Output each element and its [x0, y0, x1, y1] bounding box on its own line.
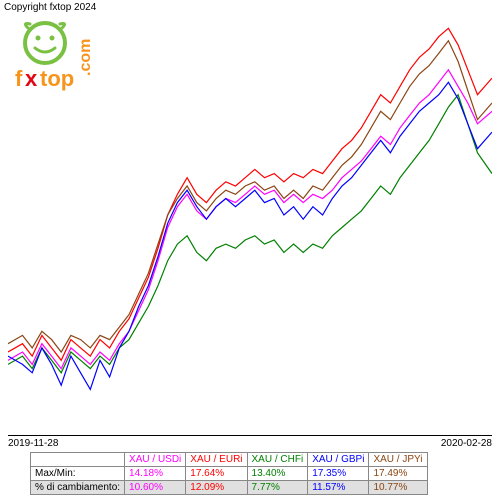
maxmin-value: 17.49% [369, 467, 427, 481]
series-line [8, 95, 492, 373]
series-label: XAU / JPYi [369, 453, 427, 467]
table-header-row: XAU / USDiXAU / EURiXAU / CHFiXAU / GBPi… [31, 453, 428, 467]
series-label: XAU / USDi [125, 453, 186, 467]
change-value: 11.57% [308, 481, 369, 495]
copyright-text: Copyright fxtop 2024 [4, 2, 96, 13]
legend-table: XAU / USDiXAU / EURiXAU / CHFiXAU / GBPi… [30, 452, 428, 495]
line-chart [8, 20, 492, 436]
table-row: % di cambiamento: 10.60%12.09%7.77%11.57… [31, 481, 428, 495]
series-label: XAU / EURi [186, 453, 247, 467]
series-line [8, 82, 492, 389]
series-line [8, 70, 492, 369]
x-axis-start-label: 2019-11-28 [8, 438, 58, 449]
change-value: 10.60% [125, 481, 186, 495]
series-label: XAU / CHFi [247, 453, 308, 467]
maxmin-value: 17.35% [308, 467, 369, 481]
change-value: 7.77% [247, 481, 308, 495]
x-axis-end-label: 2020-02-28 [441, 438, 492, 449]
row-label: % di cambiamento: [31, 481, 125, 495]
row-label: Max/Min: [31, 467, 125, 481]
series-label: XAU / GBPi [308, 453, 369, 467]
change-value: 10.77% [369, 481, 427, 495]
blank-cell [31, 453, 125, 467]
maxmin-value: 14.18% [125, 467, 186, 481]
maxmin-value: 13.40% [247, 467, 308, 481]
series-line [8, 41, 492, 352]
change-value: 12.09% [186, 481, 247, 495]
maxmin-value: 17.64% [186, 467, 247, 481]
table-row: Max/Min: 14.18%17.64%13.40%17.35%17.49% [31, 467, 428, 481]
